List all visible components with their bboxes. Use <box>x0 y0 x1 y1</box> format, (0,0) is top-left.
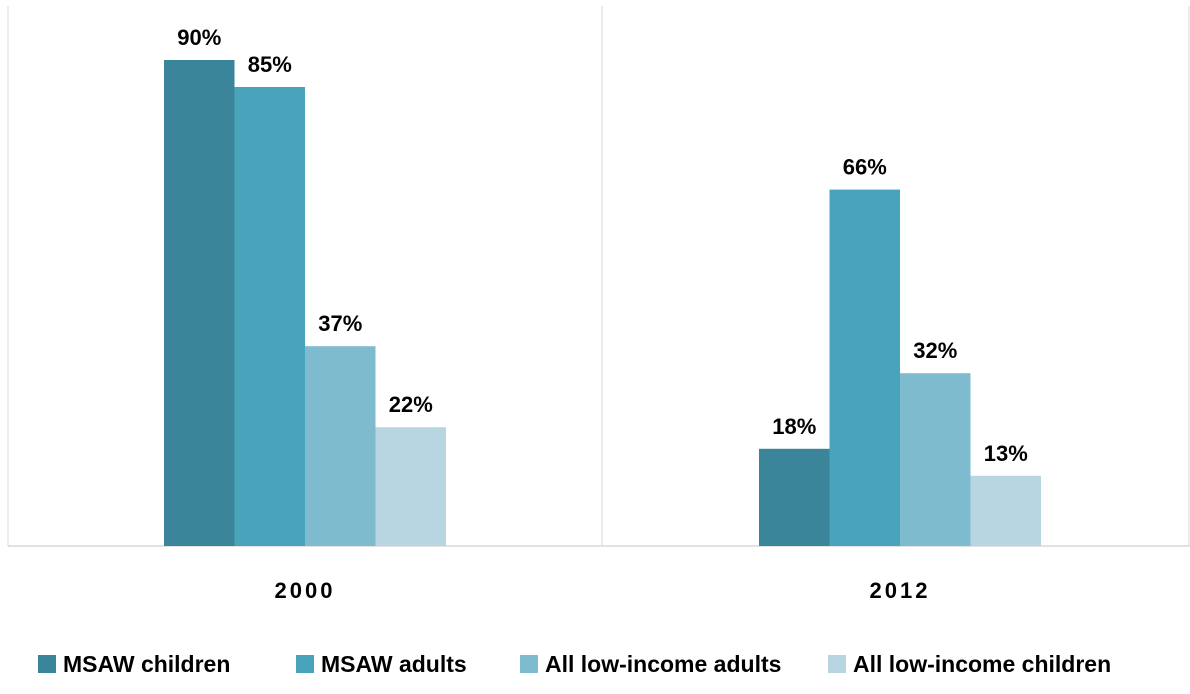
legend-label: MSAW adults <box>321 651 467 677</box>
data-label: 22% <box>389 392 433 417</box>
data-label: 18% <box>772 414 816 439</box>
bar <box>234 87 305 546</box>
legend-swatch <box>828 655 846 673</box>
legend-label: All low-income adults <box>545 651 781 677</box>
bar <box>759 448 830 546</box>
bar <box>164 60 235 546</box>
x-tick-label: 2012 <box>870 578 931 603</box>
data-label: 66% <box>843 155 887 180</box>
data-labels: 90% 85% 37% 22% 18% 66% 32% 13% <box>177 25 1028 466</box>
legend: MSAW children MSAW adults All low-income a… <box>38 651 1111 677</box>
legend-swatch <box>520 655 538 673</box>
bar <box>375 427 446 546</box>
data-label: 85% <box>248 52 292 77</box>
bar <box>829 189 900 546</box>
bar <box>900 373 971 546</box>
data-label: 37% <box>318 311 362 336</box>
legend-swatch <box>38 655 56 673</box>
legend-label: MSAW children <box>63 651 230 677</box>
bar <box>970 475 1041 546</box>
category-labels: 2000 2012 <box>275 578 931 603</box>
legend-label: All low-income children <box>853 651 1111 677</box>
data-label: 32% <box>913 338 957 363</box>
legend-swatch <box>296 655 314 673</box>
bars <box>164 60 1041 546</box>
x-tick-label: 2000 <box>275 578 336 603</box>
bar <box>305 346 376 546</box>
data-label: 13% <box>984 441 1028 466</box>
data-label: 90% <box>177 25 221 50</box>
